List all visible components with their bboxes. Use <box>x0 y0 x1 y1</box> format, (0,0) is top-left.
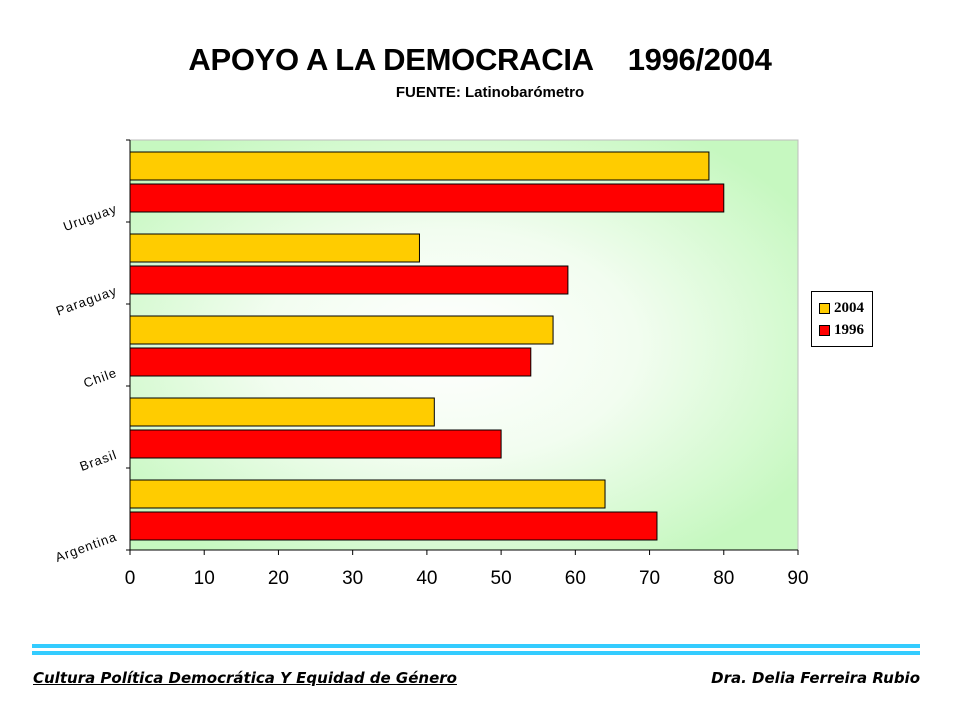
bar-uruguay-1996 <box>129 183 725 213</box>
footer-author: Dra. Delia Ferreira Rubio <box>711 669 920 687</box>
legend-label-2004: 2004 <box>834 299 864 316</box>
bar-chart: Uruguay Paraguay Chile Brasil Argentina 0 10 20… <box>53 139 809 589</box>
footer-course-title: Cultura Política Democrática Y Equidad d… <box>33 669 457 687</box>
legend-label-1996: 1996 <box>834 321 864 338</box>
bar-chile-2004 <box>129 315 554 345</box>
x-tick-label: 70 <box>639 568 660 589</box>
title-years: 1996/2004 <box>627 42 772 77</box>
x-tick-label: 80 <box>713 568 734 589</box>
chart-subtitle: FUENTE: Latinobarómetro <box>395 84 585 101</box>
legend-swatch-2004 <box>819 302 830 314</box>
bar-chile-1996 <box>129 347 532 377</box>
bar-brasil-1996 <box>129 429 502 459</box>
x-tick-label: 20 <box>268 568 289 589</box>
x-tick-label: 90 <box>787 568 808 589</box>
bar-paraguay-2004 <box>129 233 420 263</box>
legend-item-2004: 2004 <box>819 297 872 319</box>
category-label-paraguay: Paraguay <box>54 283 119 319</box>
x-tick-label: 30 <box>342 568 363 589</box>
title-main: APOYO A LA DEMOCRACIA <box>188 42 594 77</box>
chart-title: APOYO A LA DEMOCRACIA 1996/2004 <box>0 42 960 78</box>
chart-legend: 2004 1996 <box>811 291 873 347</box>
footer-divider <box>32 644 920 658</box>
x-tick-label: 40 <box>416 568 437 589</box>
category-label-chile: Chile <box>81 365 119 391</box>
bar-uruguay-2004 <box>129 151 710 181</box>
category-label-argentina: Argentina <box>53 529 119 565</box>
bar-paraguay-1996 <box>129 265 569 295</box>
legend-item-1996: 1996 <box>819 319 872 341</box>
bar-argentina-1996 <box>129 511 658 541</box>
x-tick-label: 10 <box>194 568 215 589</box>
category-label-uruguay: Uruguay <box>61 201 119 234</box>
legend-swatch-1996 <box>819 324 830 336</box>
x-tick-label: 0 <box>125 568 136 589</box>
x-tick-label: 50 <box>491 568 512 589</box>
x-tick-label: 60 <box>565 568 586 589</box>
bar-argentina-2004 <box>129 479 606 509</box>
category-label-brasil: Brasil <box>78 447 119 474</box>
bar-brasil-2004 <box>129 397 435 427</box>
